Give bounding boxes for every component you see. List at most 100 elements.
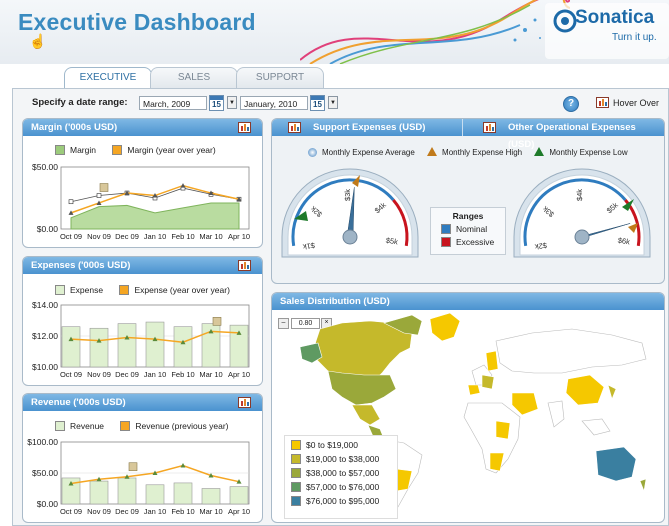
revenue-legend: Revenue Revenue (previous year)	[55, 421, 228, 431]
bar	[117, 323, 137, 368]
y-tick-label: $50.00	[32, 468, 58, 478]
sales-legend-label: $19,000 to $38,000	[306, 454, 380, 464]
annotation-icon	[212, 317, 222, 326]
high-legend-label: Monthly Expense High	[442, 148, 523, 157]
zoom-level-input[interactable]: 0.80	[291, 318, 320, 329]
high-marker	[352, 175, 360, 187]
series-point	[208, 328, 214, 334]
region-middle-east[interactable]	[511, 392, 539, 416]
low-marker	[622, 199, 634, 211]
region-new-zealand[interactable]	[639, 478, 647, 493]
hover-over-toggle[interactable]: Hover Over	[613, 98, 660, 108]
calendar-from-icon[interactable]: 15	[209, 95, 224, 111]
region-australia[interactable]	[595, 446, 637, 482]
bar	[145, 484, 165, 505]
margin-chart-type-icon[interactable]	[238, 122, 251, 133]
x-tick-label: Mar 10	[199, 232, 222, 241]
tab-sales[interactable]: SALES	[150, 67, 238, 88]
excessive-label: Excessive	[456, 237, 495, 247]
gauge-hub	[342, 229, 358, 245]
expenses-chart-type-icon[interactable]	[238, 260, 251, 271]
region-mexico[interactable]	[351, 404, 381, 426]
y-tick-label: $50.00	[32, 162, 58, 172]
x-tick-label: Jan 10	[144, 370, 167, 379]
region-russia[interactable]	[495, 328, 647, 374]
margin-legend-label: Margin	[70, 145, 96, 155]
revenue-prev-legend-label: Revenue (previous year)	[135, 421, 229, 431]
revenue-chart-type-icon[interactable]	[238, 397, 251, 408]
x-tick-label: Mar 10	[199, 507, 222, 516]
region-africa[interactable]	[463, 402, 521, 474]
sales-legend: $0 to $19,000 $19,000 to $38,000 $38,000…	[284, 435, 398, 519]
region-alaska[interactable]	[299, 342, 323, 364]
region-arctic-islands[interactable]	[383, 314, 423, 336]
region-central-europe[interactable]	[481, 374, 495, 390]
margin-yoy-point	[236, 196, 242, 202]
sales-legend-label: $0 to $19,000	[306, 440, 358, 450]
y-tick-label: $14.00	[32, 300, 58, 310]
series-point	[236, 479, 242, 484]
x-tick-label: Oct 09	[60, 507, 82, 516]
series-point	[152, 336, 158, 342]
bar	[89, 480, 109, 505]
sales-legend-swatch	[291, 440, 301, 450]
x-tick-label: Oct 09	[60, 370, 82, 379]
region-india[interactable]	[547, 400, 565, 428]
sales-legend-item: $19,000 to $38,000	[291, 454, 397, 464]
hover-over-chart-icon[interactable]	[596, 97, 609, 108]
region-china[interactable]	[565, 374, 605, 406]
region-usa[interactable]	[327, 370, 397, 406]
tab-executive[interactable]: EXECUTIVE	[64, 67, 152, 90]
series-point	[68, 481, 74, 486]
world-map[interactable]	[272, 293, 664, 522]
decorative-swirl	[300, 0, 570, 64]
region-japan[interactable]	[607, 384, 617, 400]
margin-legend-swatch	[55, 145, 65, 155]
gauge-tick-label: $3k	[343, 189, 352, 201]
tab-support[interactable]: SUPPORT	[236, 67, 324, 88]
average-marker-icon	[308, 148, 317, 157]
bar	[145, 321, 165, 368]
region-east-africa[interactable]	[495, 420, 511, 440]
margin-yoy-legend-swatch	[112, 145, 123, 155]
margin-area	[70, 202, 240, 230]
region-greenland[interactable]	[429, 312, 461, 342]
series-point	[124, 474, 130, 479]
x-tick-label: Oct 09	[60, 232, 82, 241]
region-southern-africa[interactable]	[489, 452, 505, 472]
sales-distribution-panel: Sales Distribution (USD) – 0.80 ×	[271, 292, 665, 523]
logo: Sonatica	[575, 7, 655, 28]
bar	[89, 327, 109, 368]
zoom-out-button[interactable]: –	[278, 318, 289, 329]
date-from-dropdown[interactable]: ▼	[227, 96, 237, 109]
support-expenses-title: Support Expenses (USD)	[313, 122, 426, 133]
revenue-panel-title: Revenue ('000s USD)	[23, 394, 262, 411]
date-to-dropdown[interactable]: ▼	[328, 96, 338, 109]
date-to-input[interactable]: January, 2010	[240, 96, 308, 110]
region-southeast-asia[interactable]	[581, 418, 611, 436]
gauge-range-arc	[291, 178, 395, 247]
bar	[201, 323, 221, 368]
x-tick-label: Feb 10	[171, 507, 194, 516]
x-tick-label: Apr 10	[228, 232, 250, 241]
bar	[229, 486, 249, 505]
support-chart-type-icon[interactable]	[288, 122, 301, 133]
calendar-to-icon[interactable]: 15	[310, 95, 325, 111]
support-expenses-panel: Support Expenses (USD) Other Operational…	[271, 118, 665, 284]
date-from-input[interactable]: March, 2009	[139, 96, 207, 110]
region-brazil-south[interactable]	[395, 468, 413, 492]
margin-point	[68, 199, 74, 205]
revenue-legend-swatch	[55, 421, 65, 431]
high-marker	[628, 223, 638, 233]
region-scandinavia[interactable]	[485, 350, 499, 372]
ranges-title: Ranges	[452, 211, 484, 221]
series-point	[208, 472, 214, 478]
bar	[201, 488, 221, 505]
other-expenses-chart-type-icon[interactable]	[483, 122, 496, 133]
series-point	[124, 335, 130, 340]
sales-legend-swatch	[291, 454, 301, 464]
region-iberia[interactable]	[467, 384, 481, 396]
help-icon[interactable]: ?	[563, 96, 579, 112]
